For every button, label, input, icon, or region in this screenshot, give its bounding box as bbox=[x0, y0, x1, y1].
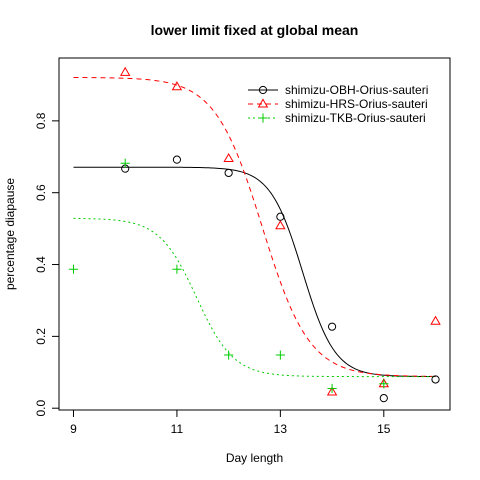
y-tick-label: 0.4 bbox=[34, 256, 48, 273]
data-point-series-1 bbox=[275, 220, 286, 230]
data-point-series-2 bbox=[68, 264, 79, 274]
x-tick-label: 11 bbox=[171, 422, 184, 436]
data-point-series-1 bbox=[430, 315, 441, 325]
x-axis-label: Day length bbox=[226, 451, 283, 465]
x-axis: 9 11 13 15 bbox=[70, 409, 391, 436]
data-point-series-1 bbox=[119, 66, 131, 76]
legend-label-1: shimizu-HRS-Orius-sauteri bbox=[285, 97, 428, 111]
data-point-series-2 bbox=[275, 350, 285, 360]
fit-curve-2 bbox=[73, 217, 436, 378]
y-tick-label: 0.8 bbox=[34, 112, 48, 129]
data-point-series-2 bbox=[379, 379, 389, 389]
data-point-series-0 bbox=[172, 155, 182, 164]
data-point-series-2 bbox=[327, 383, 337, 394]
y-tick-label: 0.6 bbox=[34, 184, 48, 201]
legend-label-2: shimizu-TKB-Orius-sauteri bbox=[285, 111, 426, 125]
y-tick-label: 0.0 bbox=[34, 400, 48, 417]
x-tick-label: 9 bbox=[70, 422, 77, 436]
data-points bbox=[68, 66, 441, 403]
data-point-series-1 bbox=[171, 81, 183, 91]
data-point-series-1 bbox=[326, 386, 338, 396]
y-tick-label: 0.2 bbox=[34, 328, 48, 345]
y-axis: 0.0 0.2 0.4 0.6 0.8 bbox=[34, 112, 60, 417]
x-tick-label: 13 bbox=[274, 422, 288, 436]
data-point-series-0 bbox=[431, 375, 440, 384]
data-point-series-0 bbox=[224, 168, 233, 178]
x-tick-label: 15 bbox=[377, 422, 391, 436]
data-point-series-0 bbox=[379, 394, 388, 403]
fit-curve-0 bbox=[73, 166, 436, 378]
fit-curves bbox=[73, 76, 436, 378]
legend-label-0: shimizu-OBH-Orius-sauteri bbox=[285, 83, 428, 97]
legend-marker-2 bbox=[258, 113, 268, 123]
data-point-series-0 bbox=[327, 322, 337, 331]
legend-marker-0 bbox=[258, 85, 268, 95]
data-point-series-2 bbox=[172, 264, 182, 274]
y-axis-label: percentage diapause bbox=[3, 178, 17, 290]
data-point-series-2 bbox=[224, 350, 234, 360]
legend-marker-1 bbox=[257, 98, 269, 108]
legend: shimizu-OBH-Orius-sauterishimizu-HRS-Ori… bbox=[248, 83, 428, 125]
data-point-series-2 bbox=[120, 158, 130, 168]
chart-title: lower limit fixed at global mean bbox=[151, 22, 359, 38]
data-point-series-1 bbox=[223, 152, 234, 163]
